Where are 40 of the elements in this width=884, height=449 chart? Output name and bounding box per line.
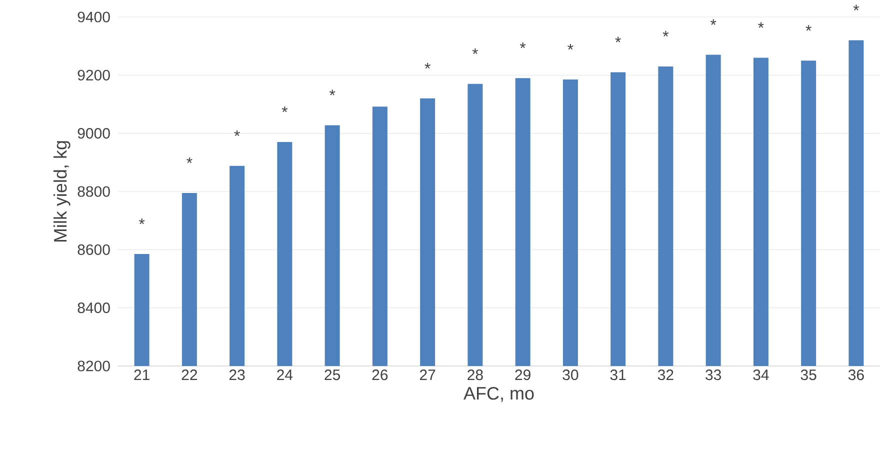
x-tick-label: 25 [324, 370, 340, 380]
data-label: * [662, 30, 669, 37]
y-tick-label: 8800 [78, 186, 110, 197]
data-label: * [758, 22, 764, 28]
data-label: * [138, 218, 145, 224]
x-tick-label: 31 [610, 370, 626, 380]
data-label: * [234, 130, 240, 136]
y-tick-label: 9000 [78, 128, 110, 139]
x-tick-label: 23 [229, 370, 245, 380]
y-tick-label: 8200 [78, 360, 110, 372]
data-label: * [520, 42, 526, 48]
x-tick-label: 36 [848, 370, 864, 380]
data-label: * [186, 157, 192, 164]
x-tick-label: 32 [658, 370, 674, 380]
data-label: * [329, 90, 336, 96]
y-tick-label: 9400 [78, 12, 110, 22]
x-tick-label: 26 [372, 370, 388, 380]
y-tick-label: 8400 [78, 302, 110, 314]
data-label: * [853, 4, 860, 10]
y-tick-label: 9200 [78, 70, 110, 80]
y-axis-title: Milk yield, kg [53, 141, 70, 242]
x-tick-label: 28 [468, 370, 483, 380]
x-tick-label: 27 [420, 370, 436, 380]
data-label: * [568, 44, 574, 50]
x-tick-label: 35 [800, 370, 816, 380]
data-label: * [710, 19, 716, 25]
x-tick-label: 21 [134, 370, 150, 380]
data-label: * [424, 62, 430, 69]
data-label: * [472, 48, 478, 54]
x-tick-label: 24 [277, 370, 293, 380]
x-tick-label: 33 [706, 370, 722, 380]
y-tick-label: 8600 [78, 244, 110, 255]
x-tick-label: 29 [515, 370, 530, 380]
data-label: * [806, 25, 812, 31]
x-tick-label: 22 [182, 370, 198, 380]
x-tick-label: 34 [753, 370, 769, 380]
data-label: * [615, 36, 621, 42]
x-tick-label: 30 [562, 370, 578, 380]
data-label: * [282, 106, 288, 112]
x-axis-title: AFC, mo [464, 386, 534, 402]
